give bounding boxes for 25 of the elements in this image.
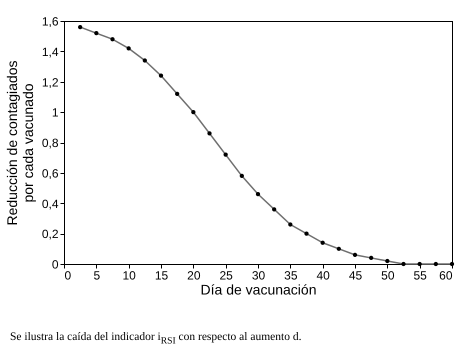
y-tick-label: 1,2	[42, 75, 59, 90]
y-axis-title: Reducción de contagiados por cada vacunado	[4, 60, 36, 226]
y-tick-label: 1	[52, 106, 59, 120]
x-tick-label: 30	[252, 268, 266, 282]
x-tick-label: 20	[187, 268, 201, 282]
x-tick-label: 10	[122, 268, 136, 282]
x-tick-label: 55	[413, 268, 428, 282]
x-tick-label: 5	[93, 268, 100, 282]
y-tick-label: 0	[52, 258, 59, 272]
y-tick-label: 1,4	[42, 44, 59, 59]
y-tick-label: 0,4	[42, 196, 59, 211]
x-tick-label: 40	[316, 268, 330, 282]
y-tick-label: 0,6	[42, 166, 59, 180]
x-tick-label: 60	[439, 268, 453, 282]
text: Se ilustra la caída del indicador i$_{RSI}$ con respecto al aumento d.	[10, 330, 302, 348]
y-tick-label: 0,8	[42, 136, 59, 150]
x-tick-label: 0	[64, 268, 72, 282]
x-tick-label: 50	[381, 268, 395, 282]
x-tick-label: 35	[284, 268, 298, 282]
x-axis-title: Día de vacunación	[200, 282, 316, 298]
y-tick-label: 0,2	[42, 227, 59, 242]
x-tick-label: 25	[219, 268, 234, 282]
x-tick-label: 15	[154, 268, 168, 282]
x-tick-label: 45	[348, 268, 362, 282]
y-tick-label: 1,6	[42, 14, 59, 28]
